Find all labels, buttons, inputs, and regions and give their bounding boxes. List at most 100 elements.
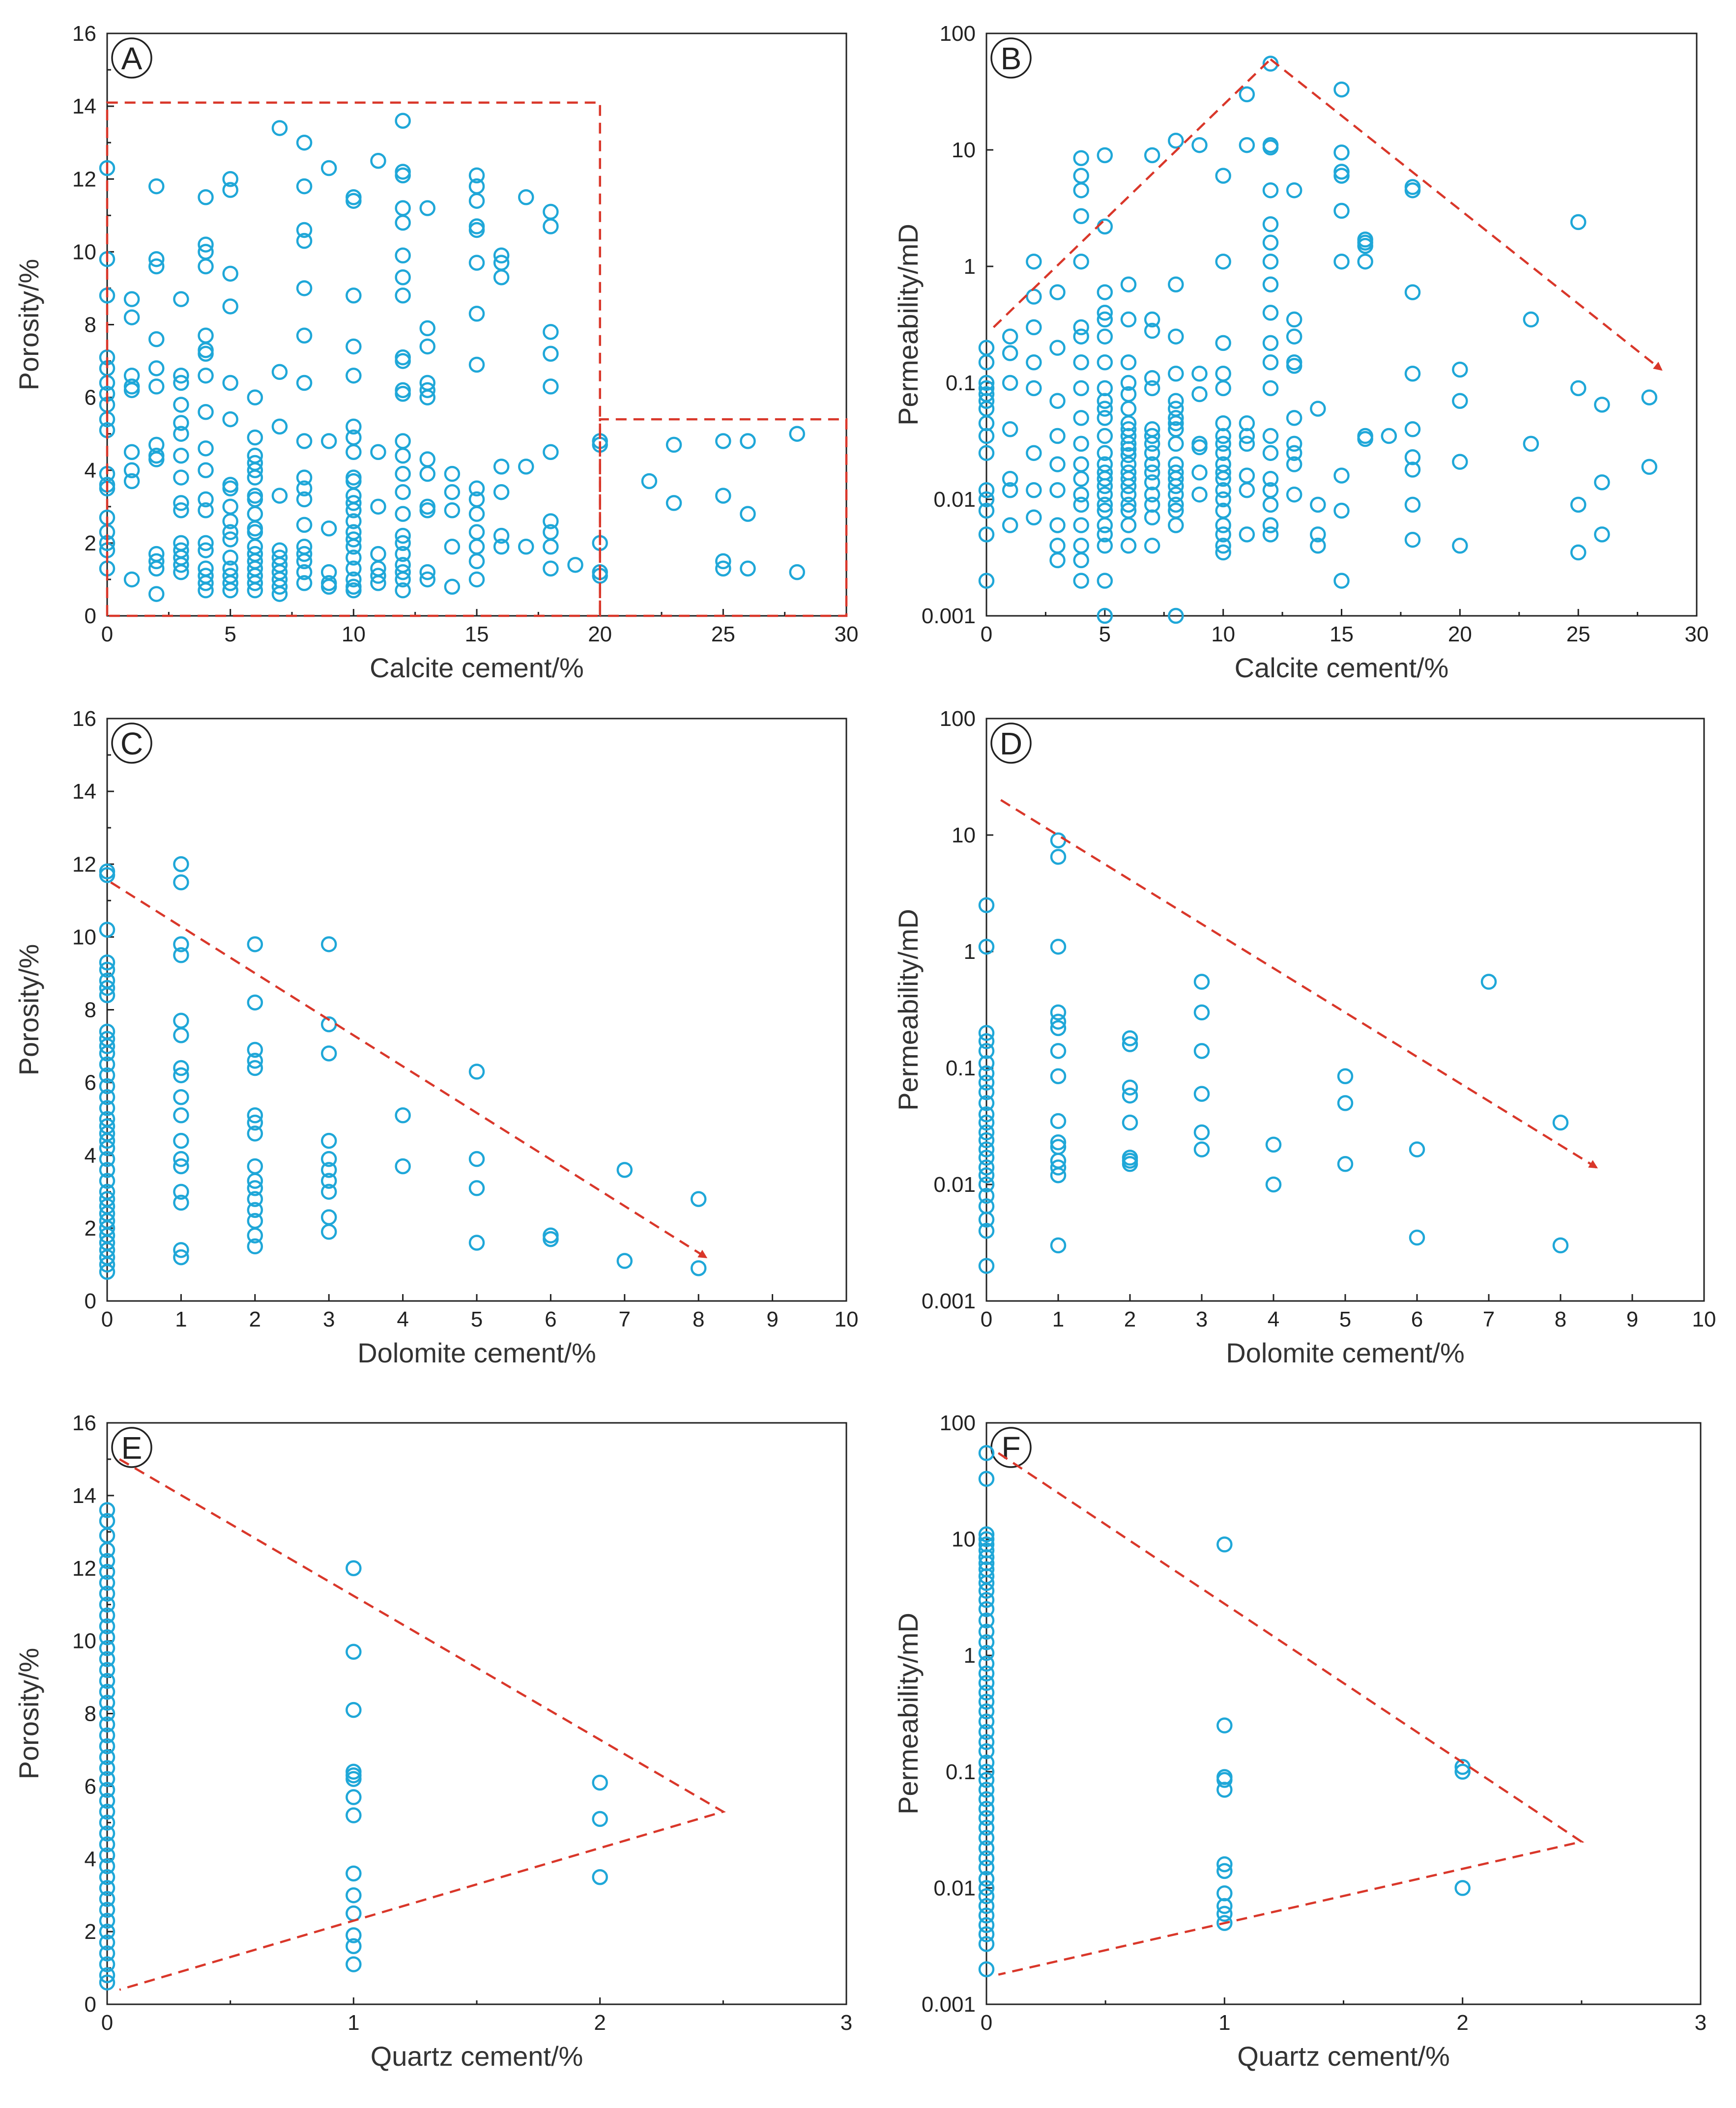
data-point	[395, 571, 411, 588]
x-tick-label: 0	[981, 2011, 992, 2035]
data-point	[173, 291, 189, 307]
x-tick-label: 4	[1268, 1307, 1279, 1331]
data-point	[1049, 482, 1066, 498]
data-point	[543, 203, 559, 220]
data-point	[1097, 607, 1113, 624]
x-tick-label: 3	[1196, 1307, 1208, 1331]
data-point	[123, 571, 140, 588]
data-point	[296, 232, 313, 249]
data-point	[173, 375, 189, 391]
data-point	[296, 564, 313, 580]
data-point	[1262, 428, 1279, 444]
data-point	[1337, 1068, 1354, 1084]
data-point	[1097, 496, 1113, 513]
data-point	[173, 367, 189, 384]
data-point	[99, 980, 116, 996]
x-tick-label: 2	[1456, 2011, 1468, 2035]
data-point	[1265, 1176, 1282, 1193]
panel-badge	[990, 722, 1032, 764]
data-point	[346, 1789, 362, 1805]
data-point	[99, 1792, 116, 1809]
data-point	[468, 524, 485, 540]
data-point	[690, 1260, 707, 1276]
data-point	[1286, 486, 1302, 503]
y-tick-label: 100	[940, 707, 976, 731]
data-point	[296, 491, 313, 508]
data-point	[978, 393, 995, 409]
data-point	[346, 1702, 362, 1718]
data-point	[715, 560, 731, 577]
data-point	[99, 1140, 116, 1156]
data-point	[1120, 486, 1137, 503]
data-point	[978, 1684, 995, 1701]
x-tick-label: 9	[766, 1307, 778, 1331]
data-point	[1050, 1237, 1067, 1254]
data-point	[198, 542, 214, 558]
data-point	[1262, 216, 1279, 232]
data-point	[1286, 445, 1302, 461]
data-point	[123, 462, 140, 478]
data-point	[1262, 496, 1279, 513]
data-point	[1120, 401, 1137, 417]
data-point	[1073, 182, 1089, 199]
data-point	[296, 517, 313, 533]
data-point	[173, 564, 189, 580]
data-point	[148, 258, 165, 275]
data-point	[1168, 486, 1184, 503]
data-point	[978, 1065, 995, 1082]
data-point	[173, 1067, 189, 1084]
data-point	[978, 1258, 995, 1274]
x-tick-label: 9	[1626, 1307, 1638, 1331]
data-point	[346, 539, 362, 555]
data-point	[978, 1025, 995, 1041]
data-point	[99, 987, 116, 1004]
data-point	[99, 1575, 116, 1591]
plot-frame	[106, 32, 847, 617]
data-point	[978, 1898, 995, 1914]
data-point	[978, 1961, 995, 1978]
data-point	[468, 1151, 485, 1167]
data-point	[320, 1132, 337, 1149]
data-point	[978, 1694, 995, 1710]
data-point	[978, 1880, 995, 1896]
data-point	[493, 269, 510, 286]
data-point	[99, 1847, 116, 1864]
data-point	[978, 1772, 995, 1788]
data-point	[1381, 428, 1397, 444]
data-point	[271, 120, 288, 136]
trend-line	[1270, 58, 1663, 371]
data-point	[395, 167, 411, 184]
data-point	[99, 954, 116, 971]
chart-panel-f: 0 1 2 3 0.001 0.01 0.1 1 10 100 Quartz cement/% Per…	[893, 1411, 1707, 2072]
data-point	[978, 1167, 995, 1184]
data-point	[346, 288, 362, 304]
y-tick-label: 2	[85, 1216, 96, 1241]
data-point	[1002, 328, 1018, 345]
data-point	[1097, 311, 1113, 328]
data-point	[1239, 435, 1255, 452]
data-point	[123, 309, 140, 325]
data-point	[1073, 552, 1089, 569]
data-point	[247, 1227, 263, 1243]
y-tick-label: 8	[85, 998, 96, 1022]
data-point	[543, 1231, 559, 1247]
x-tick-label: 5	[1339, 1307, 1351, 1331]
data-point	[1454, 1759, 1471, 1775]
data-point	[978, 1074, 995, 1091]
y-tick-label: 4	[85, 1847, 96, 1871]
data-point	[296, 327, 313, 344]
data-point	[1168, 435, 1184, 452]
y-tick-label: 2	[85, 1920, 96, 1944]
data-point	[978, 1176, 995, 1193]
data-point	[222, 298, 238, 315]
data-point	[1050, 1020, 1067, 1037]
data-point	[468, 306, 485, 322]
data-point	[1357, 253, 1373, 270]
y-tick-label: 14	[72, 94, 96, 118]
data-point	[1523, 311, 1539, 328]
data-point	[1168, 365, 1184, 382]
data-point	[320, 160, 337, 176]
data-point	[1193, 1004, 1210, 1021]
data-point	[468, 1235, 485, 1251]
data-point	[1120, 276, 1137, 292]
